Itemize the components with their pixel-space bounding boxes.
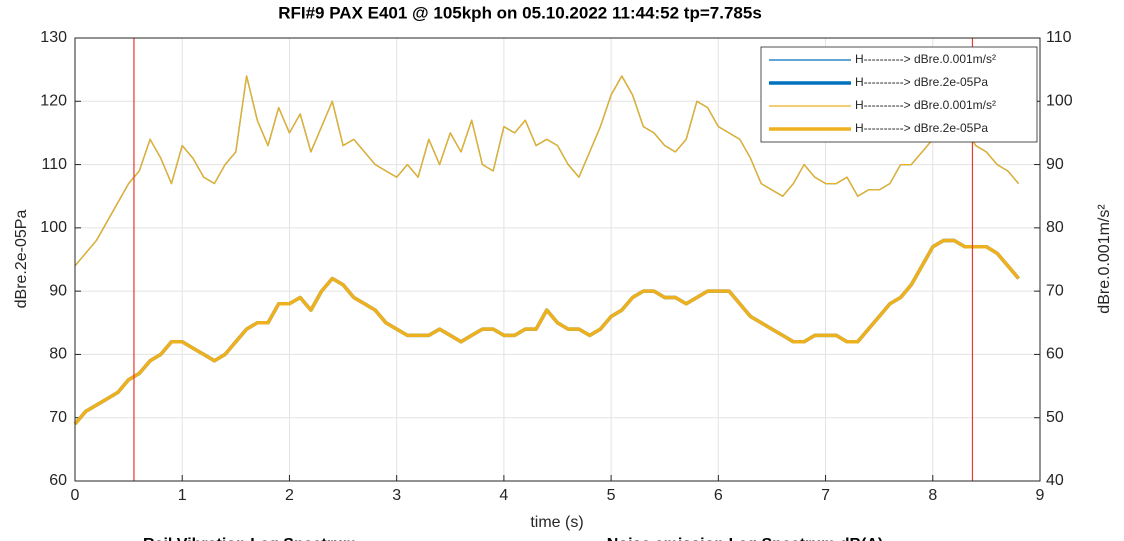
x-tick-label: 8: [928, 487, 937, 504]
y-tick-label: 120: [40, 93, 67, 110]
plot-frame: [74, 37, 1041, 482]
y2-axis-label: dBre.0.001m/s²: [1096, 204, 1113, 314]
x-tick-label: 0: [71, 487, 80, 504]
y2-tick-label: 60: [1046, 346, 1064, 363]
y2-tick-label: 110: [1046, 29, 1072, 46]
footer-text: Rail Vibration Leq Spectrum: [143, 536, 357, 541]
x-tick-label: 3: [392, 487, 401, 504]
legend-label: H----------> dBre.2e-05Pa: [855, 75, 988, 89]
y2-tick-label: 90: [1046, 156, 1064, 173]
y-tick-label: 100: [40, 219, 67, 236]
y2-tick-label: 80: [1046, 219, 1064, 236]
footer-text: Noise emission Leq Spectrum dB(A): [607, 536, 884, 541]
y2-tick-label: 70: [1046, 282, 1064, 299]
y-tick-label: 110: [41, 156, 67, 173]
y2-tick-label: 40: [1046, 472, 1064, 489]
x-tick-label: 9: [1036, 487, 1045, 504]
x-tick-label: 6: [714, 487, 723, 504]
chart-title: RFI#9 PAX E401 @ 105kph on 05.10.2022 11…: [278, 3, 762, 22]
legend-label: H----------> dBre.2e-05Pa: [855, 121, 988, 135]
y-axis-label: dBre.2e-05Pa: [13, 210, 30, 309]
y-tick-label: 90: [49, 282, 67, 299]
x-axis-label: time (s): [530, 514, 583, 531]
legend-label: H----------> dBre.0.001m/s²: [855, 98, 996, 112]
x-tick-label: 1: [178, 487, 187, 504]
x-tick-label: 5: [607, 487, 616, 504]
x-tick-label: 7: [821, 487, 830, 504]
y-tick-label: 70: [49, 409, 67, 426]
y-tick-label: 60: [49, 472, 67, 489]
legend-box: [760, 46, 1038, 143]
x-tick-label: 4: [499, 487, 508, 504]
line-series: [73, 238, 1020, 426]
y2-tick-label: 50: [1046, 409, 1064, 426]
y-tick-label: 80: [49, 346, 67, 363]
x-tick-label: 2: [285, 487, 294, 504]
y-tick-label: 130: [40, 29, 67, 46]
line-series: [74, 75, 1020, 267]
y2-tick-label: 100: [1046, 93, 1073, 110]
legend-label: H----------> dBre.0.001m/s²: [855, 52, 996, 66]
